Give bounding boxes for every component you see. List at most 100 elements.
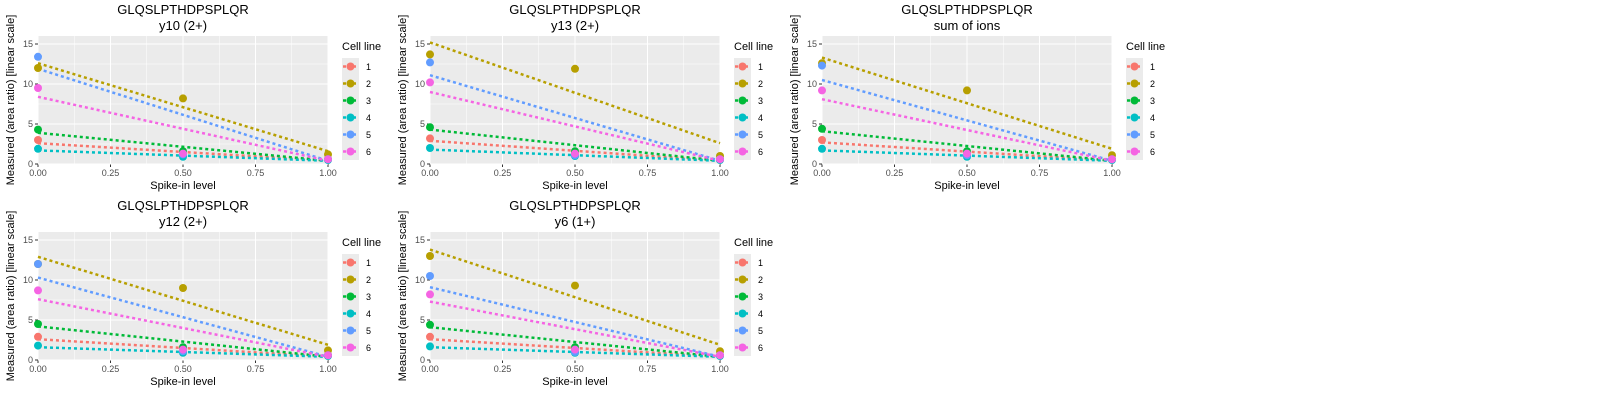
legend-label-cell-line-4: 4	[758, 309, 763, 319]
data-point-cell-line-6	[1108, 155, 1116, 164]
data-point-cell-line-1	[34, 332, 42, 341]
fit-line-cell-line-3	[37, 131, 329, 163]
legend-key-point	[346, 79, 355, 88]
y-tick-label: 10	[23, 275, 33, 285]
data-point-cell-line-6	[716, 351, 724, 360]
data-point-cell-line-4	[34, 144, 42, 153]
legend-key-point	[346, 292, 355, 301]
y-tick-label: 10	[23, 79, 33, 89]
chart-title: GLQSLPTHDPSPLQR	[117, 198, 249, 213]
legend-label-cell-line-5: 5	[366, 326, 371, 336]
legend-key-point	[738, 343, 747, 352]
legend-key-point	[346, 62, 355, 71]
legend-key-point	[346, 258, 355, 267]
legend-key-point	[346, 309, 355, 318]
legend-key-point	[346, 130, 355, 139]
legend-label-cell-line-4: 4	[366, 113, 371, 123]
data-point-cell-line-6	[179, 345, 187, 354]
chart-subtitle: sum of ions	[934, 18, 1001, 33]
y-tick-label: 10	[807, 79, 817, 89]
x-tick-label: 0.50	[958, 168, 976, 178]
legend-key-point	[346, 113, 355, 122]
legend-label-cell-line-5: 5	[758, 326, 763, 336]
fit-line-cell-line-2	[37, 62, 329, 153]
chart-subtitle: y6 (1+)	[555, 214, 596, 229]
data-point-cell-line-6	[571, 149, 579, 158]
x-tick-label: 1.00	[319, 168, 337, 178]
y-tick-label: 10	[415, 79, 425, 89]
x-axis-title: Spike-in level	[150, 180, 215, 192]
y-tick-label: 0	[812, 159, 817, 169]
fit-line-cell-line-6	[429, 90, 721, 163]
x-tick-label: 0.25	[494, 168, 512, 178]
legend-key-point	[1130, 113, 1139, 122]
legend-key-point	[738, 62, 747, 71]
x-tick-label: 0.00	[29, 168, 47, 178]
legend-key-point	[1130, 62, 1139, 71]
data-point-cell-line-2	[963, 86, 971, 95]
x-tick-label: 1.00	[319, 364, 337, 374]
fit-line-cell-line-2	[37, 255, 329, 346]
data-point-cell-line-3	[34, 125, 42, 134]
data-point-cell-line-6	[818, 86, 826, 95]
x-axis-title: Spike-in level	[934, 180, 999, 192]
chart-title: GLQSLPTHDPSPLQR	[117, 2, 249, 17]
y-axis-title: Measured (area ratio) [linear scale]	[397, 15, 409, 186]
fit-line-cell-line-3	[821, 129, 1113, 163]
x-tick-label: 0.50	[566, 364, 584, 374]
x-tick-label: 1.00	[711, 364, 729, 374]
data-point-cell-line-3	[818, 124, 826, 133]
legend-key-point	[738, 275, 747, 284]
legend-key-point	[1130, 147, 1139, 156]
x-tick-label: 0.75	[639, 364, 657, 374]
legend-label-cell-line-2: 2	[366, 79, 371, 89]
legend-label-cell-line-3: 3	[366, 96, 371, 106]
legend-label-cell-line-6: 6	[366, 343, 371, 353]
legend-label-cell-line-3: 3	[758, 96, 763, 106]
data-point-cell-line-1	[34, 136, 42, 144]
legend-title: Cell line	[734, 237, 773, 249]
data-point-cell-line-5	[34, 260, 42, 268]
legend-label-cell-line-6: 6	[758, 147, 763, 157]
data-point-cell-line-6	[34, 286, 42, 295]
legend-key-point	[1130, 130, 1139, 139]
data-point-cell-line-2	[426, 50, 434, 59]
legend-label-cell-line-3: 3	[366, 292, 371, 302]
x-tick-label: 0.00	[813, 168, 831, 178]
legend-label-cell-line-6: 6	[758, 343, 763, 353]
legend-label-cell-line-1: 1	[758, 62, 763, 72]
x-tick-label: 0.25	[886, 168, 904, 178]
data-point-cell-line-3	[426, 123, 434, 132]
chart-subtitle: y10 (2+)	[159, 18, 207, 33]
fit-line-cell-line-5	[37, 276, 329, 359]
data-point-cell-line-4	[818, 144, 826, 153]
y-axis-title: Measured (area ratio) [linear scale]	[789, 15, 801, 186]
data-point-cell-line-1	[426, 332, 434, 341]
data-point-cell-line-6	[716, 155, 724, 164]
legend-label-cell-line-1: 1	[366, 258, 371, 268]
data-point-cell-line-2	[426, 252, 434, 260]
legend-key-point	[346, 326, 355, 335]
legend-label-cell-line-2: 2	[1150, 79, 1155, 89]
data-point-cell-line-4	[34, 341, 42, 350]
y-axis-title: Measured (area ratio) [linear scale]	[5, 15, 17, 186]
y-tick-label: 0	[28, 159, 33, 169]
chart-panel-y6: GLQSLPTHDPSPLQR y6 (1+) 0.00 0.25 0.50 0.75 1.…	[394, 196, 784, 392]
x-tick-label: 0.25	[494, 364, 512, 374]
legend-key-point	[738, 147, 747, 156]
legend-title: Cell line	[342, 41, 381, 53]
legend-key-point	[346, 147, 355, 156]
fit-line-cell-line-5	[821, 78, 1113, 163]
x-tick-label: 0.25	[102, 168, 120, 178]
data-point-cell-line-6	[963, 149, 971, 158]
data-point-cell-line-5	[34, 52, 42, 61]
y-axis-title: Measured (area ratio) [linear scale]	[5, 211, 17, 382]
x-axis-title: Spike-in level	[542, 180, 607, 192]
data-point-cell-line-6	[179, 149, 187, 158]
x-tick-label: 0.50	[174, 364, 192, 374]
